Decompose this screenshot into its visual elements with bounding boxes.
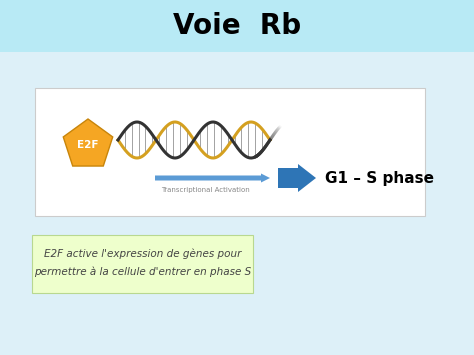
FancyBboxPatch shape [0, 0, 474, 52]
FancyBboxPatch shape [32, 235, 253, 293]
Polygon shape [63, 119, 113, 166]
Text: permettre à la cellule d'entrer en phase S: permettre à la cellule d'entrer en phase… [34, 267, 251, 277]
Text: Voie  Rb: Voie Rb [173, 12, 301, 40]
Text: G1 – S phase: G1 – S phase [325, 170, 434, 186]
FancyBboxPatch shape [35, 88, 425, 216]
FancyArrow shape [278, 164, 316, 192]
FancyArrow shape [155, 174, 270, 182]
Text: Transcriptional Activation: Transcriptional Activation [161, 187, 249, 193]
Text: E2F active l'expression de gènes pour: E2F active l'expression de gènes pour [44, 249, 241, 259]
Text: E2F: E2F [77, 140, 99, 150]
